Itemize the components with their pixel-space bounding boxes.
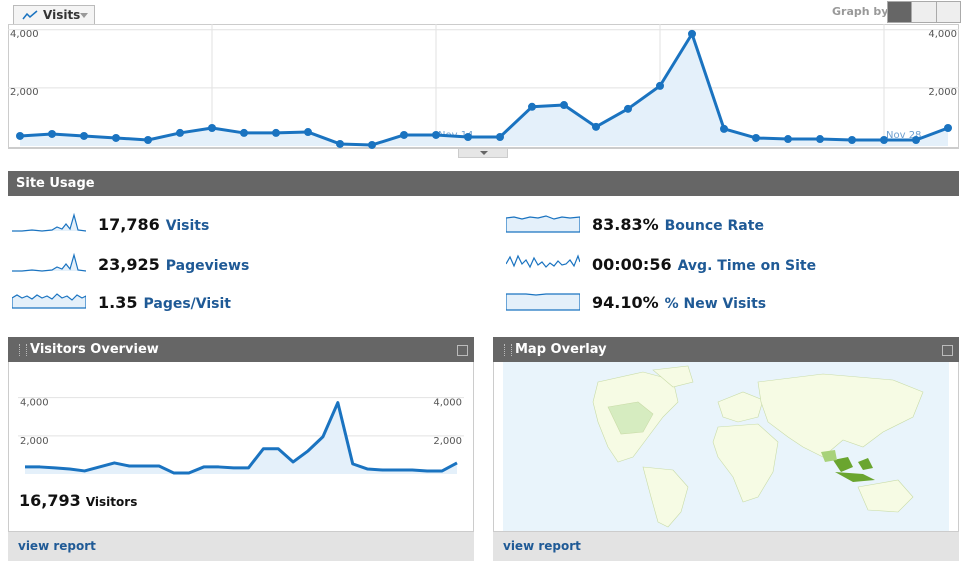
sparkline: [12, 252, 86, 272]
line: [25, 401, 458, 475]
caret: [80, 13, 88, 18]
point: [848, 135, 856, 144]
stat-link[interactable]: Pages/Visit: [143, 296, 231, 312]
point: [752, 133, 760, 142]
stat-link[interactable]: Avg. Time on Site: [677, 258, 817, 274]
point: [656, 81, 664, 90]
metric-label: Visits: [43, 8, 81, 22]
point: [432, 130, 440, 139]
point: [784, 135, 792, 144]
sparkline: [12, 212, 86, 232]
metric-dropdown[interactable]: Visits: [13, 5, 95, 24]
visitors-widget: Visitors Overview 16,793 Visitors view r…: [8, 337, 474, 561]
line: [19, 32, 949, 147]
point: [912, 135, 920, 144]
point: [592, 122, 600, 131]
week-button[interactable]: [911, 2, 935, 22]
point: [304, 128, 312, 137]
point: [176, 128, 184, 137]
stat: 23,925 Pageviews: [98, 255, 249, 274]
point: [240, 128, 248, 137]
y2-tick-label: 2,000: [928, 87, 957, 98]
stat: 17,786 Visits: [98, 215, 209, 234]
point: [208, 123, 216, 132]
graph-by-label: Graph by:: [832, 5, 893, 18]
y-tick-label: 2,000: [10, 87, 39, 98]
point: [400, 130, 408, 139]
point: [80, 131, 88, 140]
total-label: Visitors: [85, 495, 138, 509]
drag-grip[interactable]: [19, 344, 27, 356]
point: [368, 140, 376, 149]
visitors-chart: 2,000 2,000 4,000 4,000: [18, 397, 464, 475]
point: [720, 124, 728, 133]
drag-grip[interactable]: [504, 344, 512, 356]
sparkline: [12, 293, 86, 309]
stat-value: 1.35: [98, 293, 138, 312]
point: [144, 135, 152, 144]
y2-tick-label: 4,000: [433, 398, 462, 409]
y2-tick-label: 2,000: [433, 436, 462, 447]
stat-value: 83.83%: [592, 215, 659, 234]
point: [880, 135, 888, 144]
point: [560, 101, 568, 110]
stat-link[interactable]: % New Visits: [664, 296, 767, 312]
view-report-link[interactable]: view report: [493, 531, 959, 561]
close-button[interactable]: [457, 345, 468, 356]
area: [25, 402, 457, 474]
stat: 1.35 Pages/Visit: [98, 293, 231, 312]
sparkline: [506, 254, 580, 269]
map-widget: Map Overlay view report: [493, 337, 959, 561]
stat-value: 94.10%: [592, 293, 659, 312]
widget-header: Visitors Overview: [8, 337, 474, 362]
site-usage-header: Site Usage: [8, 171, 959, 196]
point: [624, 104, 632, 113]
day-button[interactable]: [888, 2, 912, 22]
y2-tick-label: 4,000: [928, 29, 957, 40]
stat-link[interactable]: Bounce Rate: [664, 218, 764, 234]
stat: 00:00:56 Avg. Time on Site: [592, 255, 816, 274]
point: [48, 129, 56, 138]
point: [272, 128, 280, 137]
point: [336, 139, 344, 148]
y-tick-label: 4,000: [20, 398, 49, 409]
area: [20, 33, 948, 146]
stat-value: 23,925: [98, 255, 160, 274]
month-button[interactable]: [935, 2, 960, 22]
sparkline: [506, 215, 580, 233]
y-tick-label: 2,000: [20, 436, 49, 447]
view-report-link[interactable]: view report: [8, 531, 474, 561]
widget-header: Map Overlay: [493, 337, 959, 362]
world-map: [503, 362, 949, 531]
visitors-total: 16,793 Visitors: [19, 491, 137, 510]
point: [528, 102, 536, 111]
total-value: 16,793: [19, 491, 81, 510]
close-button[interactable]: [942, 345, 953, 356]
stat: 94.10% % New Visits: [592, 293, 766, 312]
y-tick-label: 4,000: [10, 29, 39, 40]
point: [112, 133, 120, 142]
point: [688, 29, 696, 38]
point: [16, 131, 24, 140]
line-icon: [22, 10, 38, 20]
stat-value: 00:00:56: [592, 255, 672, 274]
point: [496, 132, 504, 141]
point: [944, 123, 952, 132]
stat-link[interactable]: Visits: [165, 218, 210, 234]
caret: [480, 151, 488, 155]
x-tick-label: Nov 28: [886, 130, 921, 141]
sparkline: [506, 293, 580, 311]
graph-by-buttons: [887, 1, 961, 23]
stat-link[interactable]: Pageviews: [165, 258, 250, 274]
point: [816, 135, 824, 144]
resize-handle[interactable]: [458, 148, 508, 158]
stat: 83.83% Bounce Rate: [592, 215, 764, 234]
point: [464, 132, 472, 141]
stat-value: 17,786: [98, 215, 160, 234]
